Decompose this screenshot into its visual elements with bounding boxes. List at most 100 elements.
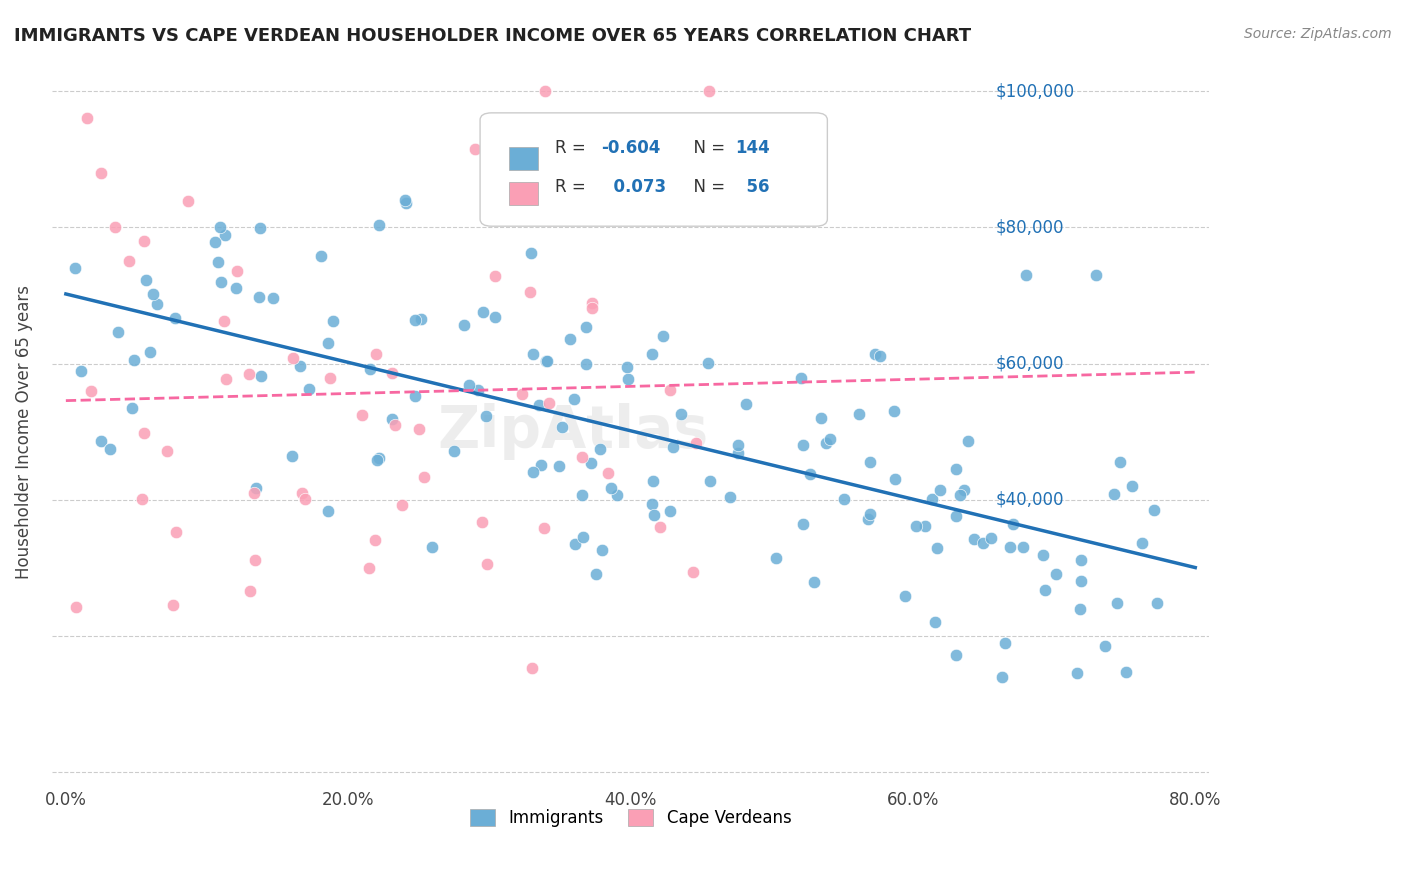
Text: $80,000: $80,000 <box>995 219 1064 236</box>
Point <box>669 408 692 422</box>
Text: Source: ZipAtlas.com: Source: ZipAtlas.com <box>1244 27 1392 41</box>
Point <box>575 319 598 334</box>
Point <box>471 515 494 529</box>
Point <box>364 347 387 361</box>
Point <box>963 532 986 546</box>
Point <box>132 234 155 248</box>
Point <box>368 450 391 465</box>
Point <box>533 520 555 534</box>
Point <box>727 438 749 452</box>
Point <box>404 313 426 327</box>
Point <box>364 533 387 547</box>
Point <box>519 285 541 300</box>
Text: $100,000: $100,000 <box>995 82 1074 100</box>
Point <box>309 249 332 263</box>
Point <box>1142 503 1164 517</box>
Point <box>135 273 157 287</box>
Point <box>291 486 314 500</box>
Point <box>596 466 619 480</box>
Point <box>1011 540 1033 554</box>
Point <box>945 462 967 476</box>
FancyBboxPatch shape <box>479 113 827 227</box>
Point <box>165 525 187 540</box>
Point <box>600 201 623 215</box>
Point <box>914 518 936 533</box>
Point <box>243 553 266 567</box>
Point <box>534 84 557 98</box>
Point <box>765 550 787 565</box>
Point <box>519 246 541 260</box>
Point <box>63 261 86 276</box>
Point <box>165 311 187 326</box>
Point <box>142 287 165 301</box>
Text: N =: N = <box>683 139 730 157</box>
Point <box>928 483 950 498</box>
Point <box>585 567 607 582</box>
Point <box>249 369 271 384</box>
Point <box>581 456 603 470</box>
Point <box>904 519 927 533</box>
Point <box>697 84 720 98</box>
Point <box>581 295 603 310</box>
Point <box>90 166 112 180</box>
Y-axis label: Householder Income Over 65 years: Householder Income Over 65 years <box>15 285 32 579</box>
Text: 56: 56 <box>735 178 769 196</box>
Point <box>571 487 593 501</box>
Point <box>238 368 260 382</box>
Point <box>322 314 344 328</box>
Point <box>699 474 721 488</box>
Point <box>381 366 404 380</box>
Point <box>249 221 271 235</box>
Point <box>359 361 381 376</box>
Text: IMMIGRANTS VS CAPE VERDEAN HOUSEHOLDER INCOME OVER 65 YEARS CORRELATION CHART: IMMIGRANTS VS CAPE VERDEAN HOUSEHOLDER I… <box>14 27 972 45</box>
Point <box>658 504 681 518</box>
Point <box>1115 665 1137 680</box>
Point <box>856 512 879 526</box>
Point <box>564 537 586 551</box>
Point <box>641 474 664 488</box>
Point <box>893 589 915 603</box>
Point <box>952 483 974 498</box>
Point <box>1105 596 1128 610</box>
Point <box>814 436 837 450</box>
Point <box>475 558 498 572</box>
Point <box>643 508 665 522</box>
Point <box>883 403 905 417</box>
Point <box>384 417 406 432</box>
Point <box>281 351 304 365</box>
Point <box>562 392 585 407</box>
Point <box>591 542 613 557</box>
Point <box>617 372 640 386</box>
Point <box>1002 516 1025 531</box>
Point <box>696 356 718 370</box>
Point <box>394 193 416 207</box>
Text: 144: 144 <box>735 139 769 157</box>
FancyBboxPatch shape <box>509 182 538 205</box>
Point <box>226 264 249 278</box>
Point <box>121 401 143 415</box>
Point <box>924 615 946 630</box>
Point <box>209 275 232 289</box>
Point <box>288 359 311 374</box>
Point <box>581 301 603 315</box>
Point <box>177 194 200 209</box>
Point <box>575 357 598 371</box>
Point <box>318 371 340 385</box>
Point <box>957 434 980 449</box>
Point <box>1045 567 1067 582</box>
Point <box>662 440 685 454</box>
Point <box>859 507 882 521</box>
Point <box>606 488 628 502</box>
Point <box>214 228 236 243</box>
Point <box>1070 574 1092 588</box>
Text: 0.073: 0.073 <box>602 178 666 196</box>
Point <box>239 583 262 598</box>
Point <box>859 454 882 468</box>
Point <box>547 458 569 473</box>
Point <box>484 310 506 324</box>
Point <box>520 660 543 674</box>
Point <box>1033 582 1056 597</box>
Point <box>945 648 967 663</box>
Point <box>600 481 623 495</box>
Point <box>107 325 129 339</box>
